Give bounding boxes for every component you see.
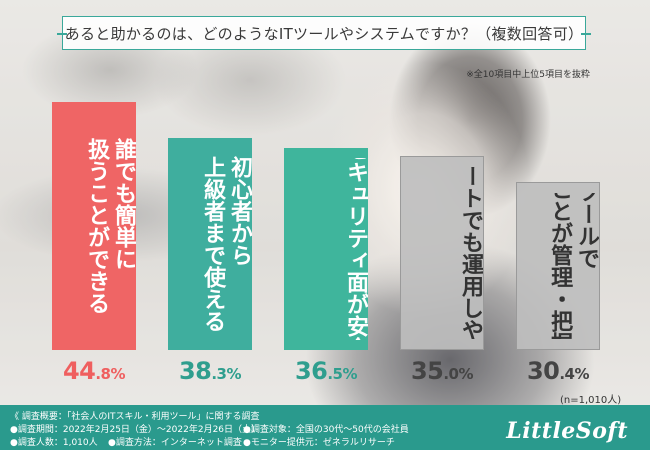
sample-size-note: (n=1,010人) <box>560 395 622 406</box>
value-decimal: .4% <box>559 365 590 383</box>
bar-label: 誰でも簡単に 扱うことができる <box>84 138 136 314</box>
selection-note: ※全10項目中上位5項目を抜粋 <box>466 70 590 80</box>
bar: セキュリティ面が安全 <box>284 148 368 350</box>
bar: 誰でも簡単に 扱うことができる <box>52 102 136 350</box>
survey-period: ●調査期間：2022年2月25日（金）～2022年2月26日（土） <box>10 425 261 435</box>
footer: 《 調査概要：「社会人のITスキル・利用ツール」に関する調査 ●調査期間：202… <box>0 405 650 450</box>
bar-value-label: 44.8% <box>39 357 149 385</box>
value-integer: 44 <box>62 357 96 385</box>
company-logo: LittleSoft <box>506 418 628 444</box>
value-integer: 38 <box>178 357 212 385</box>
value-decimal: .5% <box>327 365 358 383</box>
bar-value-label: 38.3% <box>155 357 265 385</box>
monitor-provider: ●モニター提供元：ゼネラルリサーチ <box>243 438 395 448</box>
title-dash-left <box>57 33 67 35</box>
value-integer: 30 <box>526 357 560 385</box>
bar-value-label: 35.0% <box>387 357 497 385</box>
bar-label: リモートでも運用しやすい <box>458 167 483 339</box>
chart-title: あると助かるのは、どのようなITツールやシステムですか？（複数回答可） <box>64 24 584 43</box>
bar-label: 初心者から 上級者まで使える <box>200 156 252 332</box>
survey-summary: 《 調査概要：「社会人のITスキル・利用ツール」に関する調査 <box>10 412 260 422</box>
value-decimal: .3% <box>211 365 242 383</box>
bar-value-label: 36.5% <box>271 357 381 385</box>
bar: 1つのツールで 複数のことが管理・把握できる <box>516 182 600 350</box>
title-dash-right <box>581 33 591 35</box>
value-integer: 35 <box>410 357 444 385</box>
bar: リモートでも運用しやすい <box>400 156 484 350</box>
value-integer: 36 <box>294 357 328 385</box>
survey-method: ●調査方法：インターネット調査 <box>108 438 242 448</box>
chart-title-box: あると助かるのは、どのようなITツールやシステムですか？（複数回答可） <box>57 16 591 50</box>
value-decimal: .0% <box>443 365 474 383</box>
survey-target: ●調査対象：全国の30代～50代の会社員 <box>243 425 409 435</box>
value-decimal: .8% <box>95 365 126 383</box>
bar-label: 1つのツールで 複数のことが管理・把握できる <box>517 193 599 339</box>
bar: 初心者から 上級者まで使える <box>168 138 252 350</box>
survey-count: ●調査人数：1,010人 <box>10 438 98 448</box>
bar-label: セキュリティ面が安全 <box>343 158 368 340</box>
bar-value-label: 30.4% <box>503 357 613 385</box>
